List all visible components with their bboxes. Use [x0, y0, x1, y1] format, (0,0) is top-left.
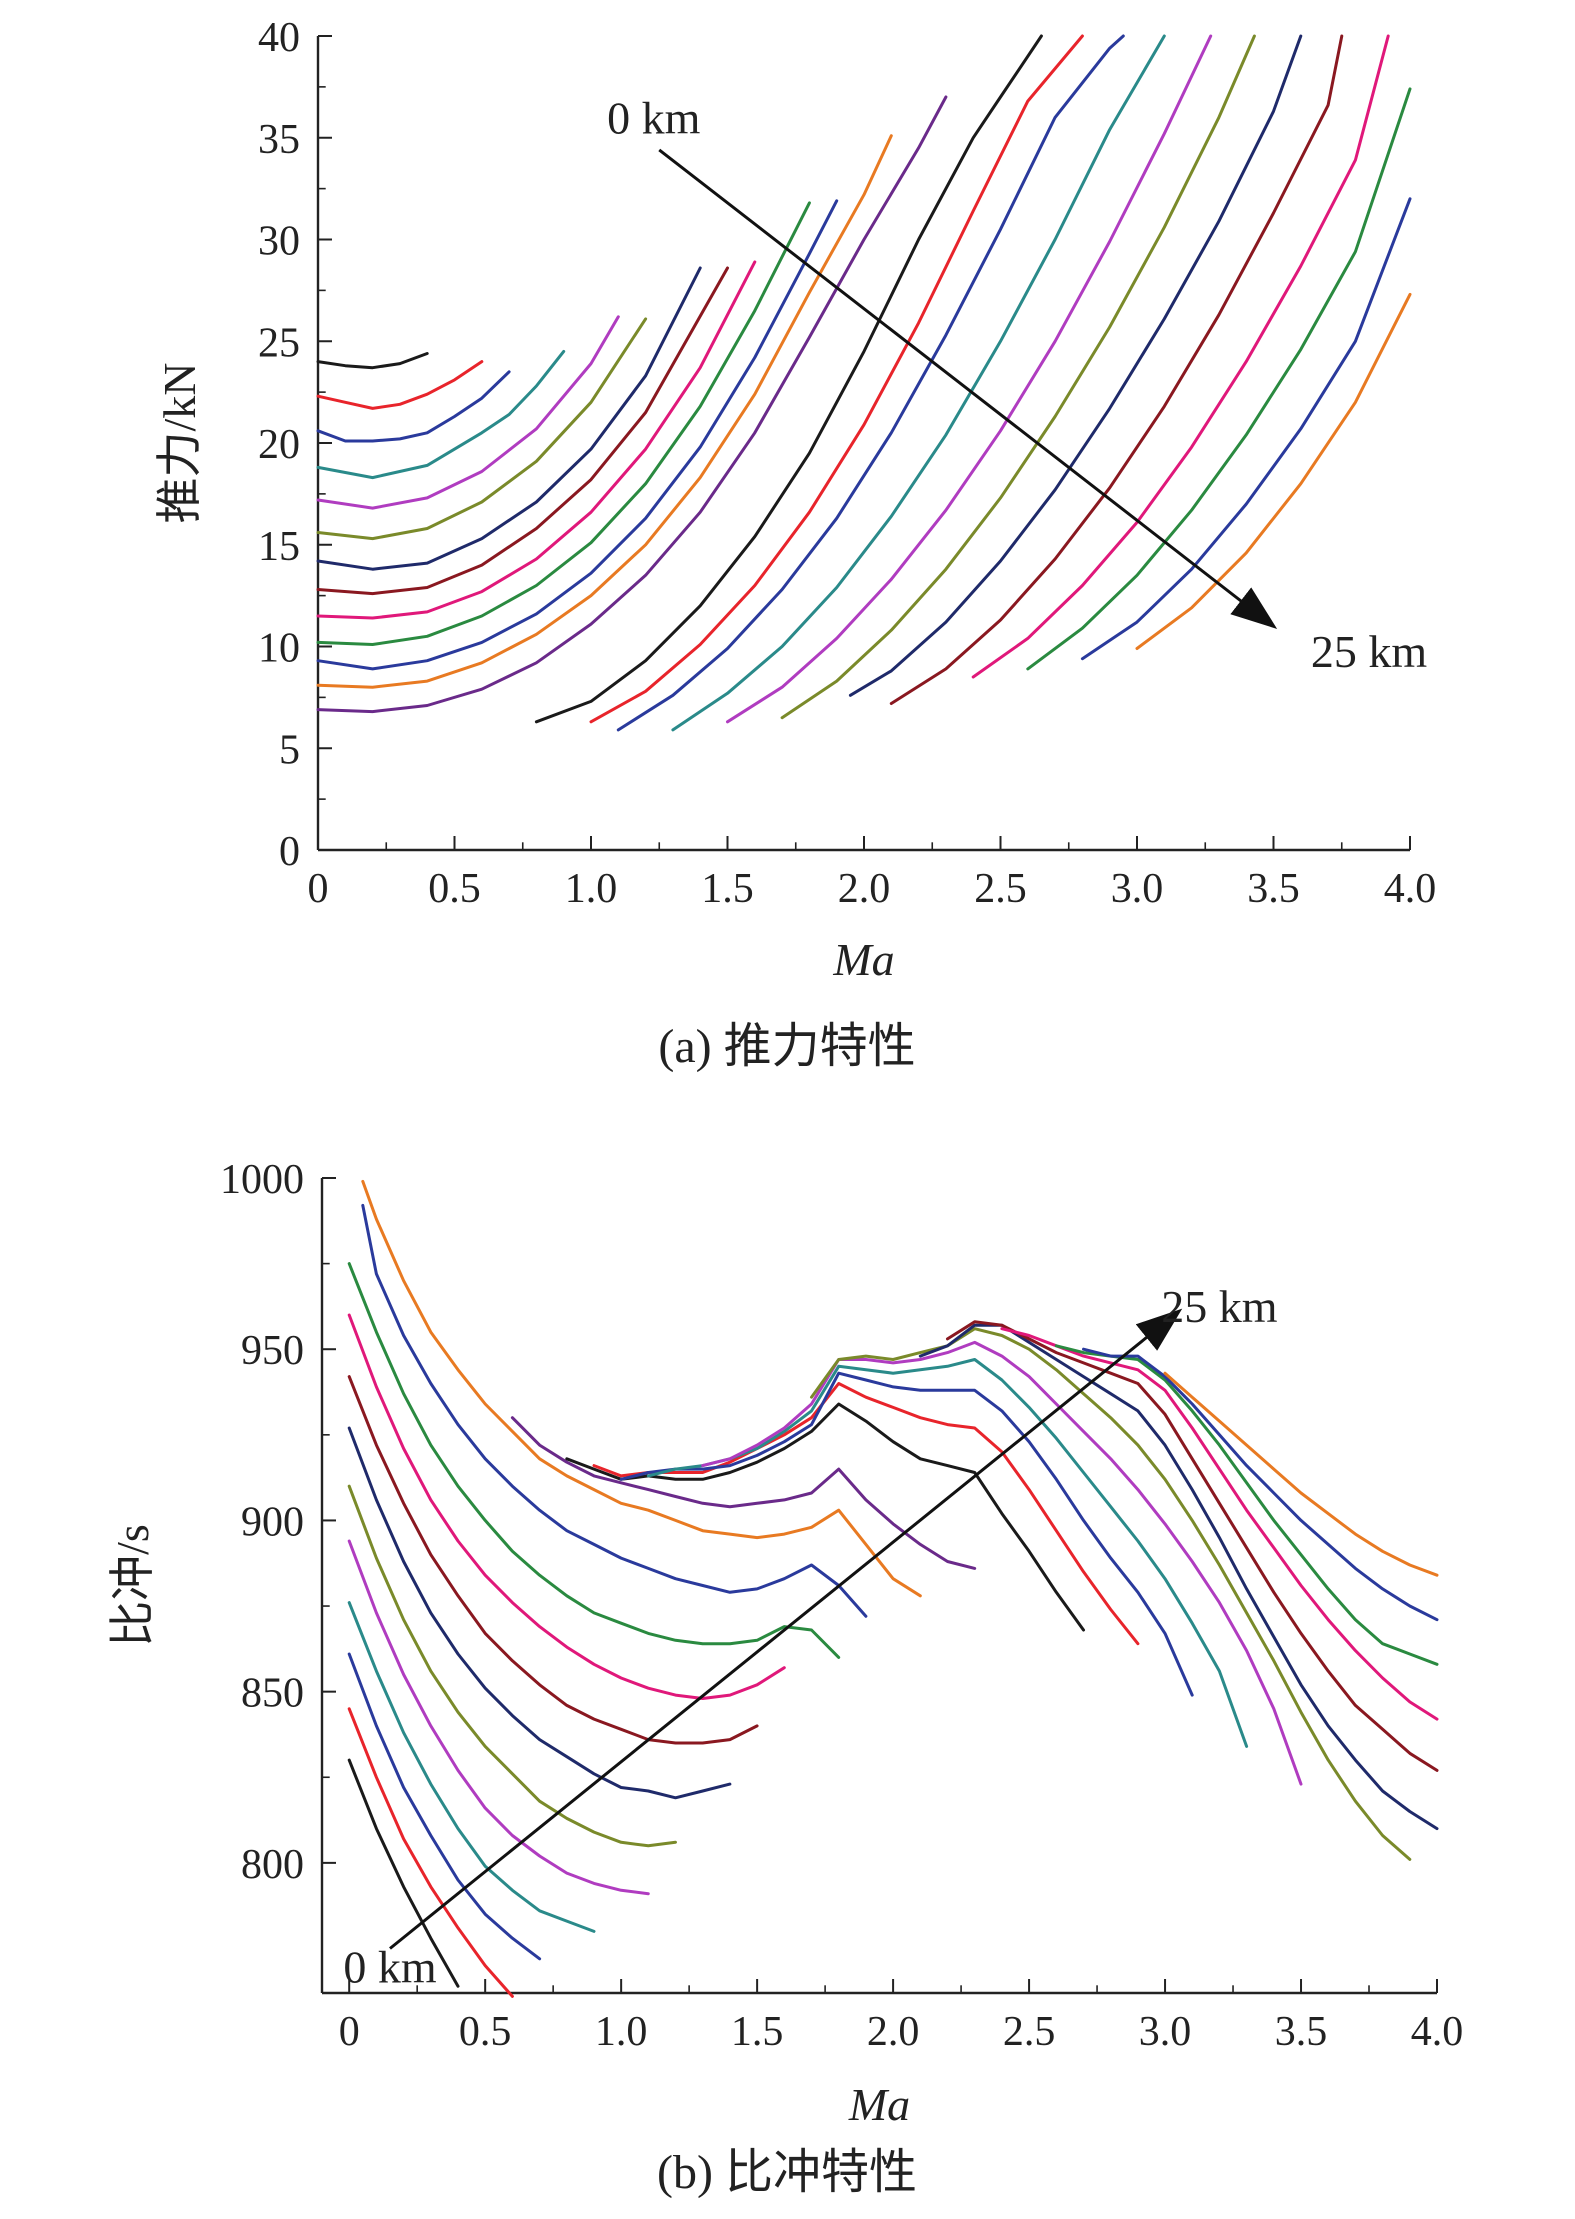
isp-series-3-km: [347, 1601, 596, 1933]
thrust-x-axis-label: Ma: [832, 934, 894, 985]
thrust-caption: (a) 推力特性: [658, 1020, 915, 1073]
thrust-series-16-km: [671, 34, 1166, 732]
isp-y-tick-label: 1000: [220, 1157, 304, 1203]
isp-annotation: 25 km: [1161, 1281, 1278, 1332]
isp-series-8-km: [347, 1313, 786, 1700]
thrust-y-tick-label: 30: [258, 219, 300, 265]
thrust-series-24-km: [1135, 292, 1412, 650]
isp-series-17-km: [701, 1340, 1303, 1786]
thrust-series-17-km: [726, 34, 1213, 724]
isp-x-tick-label: 2.5: [1003, 2009, 1056, 2055]
thrust-x-tick-label: 3.5: [1247, 866, 1300, 912]
isp-series-20-km: [946, 1320, 1439, 1772]
thrust-plot-area: 0 0.5 1.0 1.5 2.0 2.5 3.0 3.5 4.0 0 5 10 15 20 25 30 35 4…: [154, 15, 1436, 985]
thrust-x-tick-label: 1.5: [701, 866, 754, 912]
thrust-x-tick-label: 4.0: [1384, 866, 1437, 912]
specific-impulse-chart: 0 0.5 1.0 1.5 2.0 2.5 3.0 3.5 4.0 800 850 900 950 100…: [107, 1157, 1463, 2199]
isp-series-23-km: [1082, 1347, 1439, 1622]
isp-series-2-km: [347, 1652, 542, 1961]
thrust-y-tick-label: 10: [258, 626, 300, 672]
thrust-x-tick-label: 1.0: [565, 866, 618, 912]
thrust-series-14-km: [589, 34, 1084, 724]
thrust-y-tick-label: 35: [258, 117, 300, 163]
thrust-series-5-km: [316, 317, 648, 541]
isp-series-11-km: [361, 1179, 922, 1598]
isp-series-18-km: [810, 1327, 1412, 1861]
specific-impulse-plot-area: 0 0.5 1.0 1.5 2.0 2.5 3.0 3.5 4.0 800 850 900 950 100…: [107, 1157, 1463, 2130]
thrust-series-1-km: [316, 360, 484, 410]
isp-x-tick-label: 1.0: [595, 2009, 648, 2055]
isp-series-13-km: [565, 1402, 1085, 1632]
isp-series-1-km: [347, 1707, 514, 1998]
isp-series-10-km: [361, 1203, 868, 1618]
thrust-series-23-km: [1080, 197, 1412, 661]
isp-x-tick-label: 2.0: [867, 2009, 920, 2055]
thrust-annotation: 25 km: [1311, 626, 1428, 677]
thrust-series-18-km: [780, 34, 1256, 720]
thrust-x-tick-label: 0: [308, 866, 329, 912]
isp-x-tick-label: 0: [339, 2009, 360, 2055]
thrust-series-13-km: [534, 34, 1043, 724]
isp-x-tick-label: 3.5: [1275, 2009, 1328, 2055]
thrust-y-axis-label: 推力/kN: [154, 363, 205, 524]
isp-series-15-km: [619, 1371, 1194, 1697]
thrust-y-tick-label: 5: [279, 727, 300, 773]
thrust-x-tick-label: 2.5: [974, 866, 1027, 912]
thrust-series-15-km: [616, 34, 1125, 732]
thrust-series-11-km: [316, 134, 893, 689]
isp-series-22-km: [1054, 1344, 1439, 1666]
thrust-y-tick-label: 25: [258, 320, 300, 366]
isp-series-19-km: [918, 1323, 1439, 1831]
isp-annotation: 0 km: [343, 1942, 437, 1993]
thrust-series-2-km: [316, 370, 511, 443]
thrust-series-21-km: [971, 34, 1390, 679]
isp-series-14-km: [592, 1382, 1140, 1646]
isp-series-5-km: [347, 1484, 677, 1848]
isp-altitude-arrow: [389, 1308, 1183, 1950]
thrust-annotation: 0 km: [607, 93, 701, 144]
thrust-x-tick-label: 0.5: [428, 866, 481, 912]
isp-series-9-km: [347, 1262, 841, 1659]
isp-series-21-km: [1000, 1327, 1439, 1721]
thrust-series-7-km: [316, 266, 729, 596]
thrust-y-tick-label: 20: [258, 422, 300, 468]
isp-x-axis-label: Ma: [848, 2079, 910, 2130]
thrust-y-tick-label: 40: [258, 15, 300, 61]
thrust-series-9-km: [316, 201, 811, 646]
thrust-y-tick-label: 0: [279, 829, 300, 875]
thrust-series-20-km: [889, 34, 1344, 705]
isp-series-12-km: [510, 1416, 977, 1570]
isp-y-tick-label: 900: [241, 1499, 304, 1545]
thrust-chart: 0 0.5 1.0 1.5 2.0 2.5 3.0 3.5 4.0 0 5 10 15 20 25 30 35 4…: [154, 15, 1436, 1073]
isp-y-tick-label: 950: [241, 1328, 304, 1374]
thrust-altitude-arrow: [658, 148, 1278, 629]
isp-series-7-km: [347, 1375, 759, 1745]
isp-y-tick-label: 800: [241, 1842, 304, 1888]
isp-series-24-km: [1163, 1371, 1439, 1577]
isp-series-16-km: [646, 1358, 1249, 1748]
thrust-series-19-km: [848, 34, 1303, 697]
isp-x-tick-label: 1.5: [731, 2009, 784, 2055]
thrust-y-tick-label: 15: [258, 524, 300, 570]
thrust-series-8-km: [316, 260, 757, 620]
isp-series-4-km: [347, 1539, 650, 1896]
thrust-series-12-km: [316, 95, 948, 714]
isp-series-6-km: [347, 1426, 732, 1800]
thrust-series-22-km: [1026, 87, 1412, 671]
thrust-series-4-km: [316, 315, 620, 510]
isp-x-tick-label: 0.5: [459, 2009, 512, 2055]
isp-x-tick-label: 3.0: [1139, 2009, 1192, 2055]
isp-x-tick-label: 4.0: [1411, 2009, 1464, 2055]
thrust-series-6-km: [316, 266, 702, 571]
isp-series-0-km: [347, 1758, 460, 1988]
thrust-x-tick-label: 2.0: [838, 866, 891, 912]
thrust-x-tick-label: 3.0: [1111, 866, 1164, 912]
thrust-series-10-km: [316, 199, 839, 671]
thrust-series-3-km: [316, 349, 566, 480]
specific-impulse-caption: (b) 比冲特性: [657, 2146, 917, 2199]
isp-y-axis-label: 比冲/s: [107, 1524, 158, 1647]
thrust-series-0-km: [316, 352, 429, 370]
isp-y-tick-label: 850: [241, 1671, 304, 1717]
